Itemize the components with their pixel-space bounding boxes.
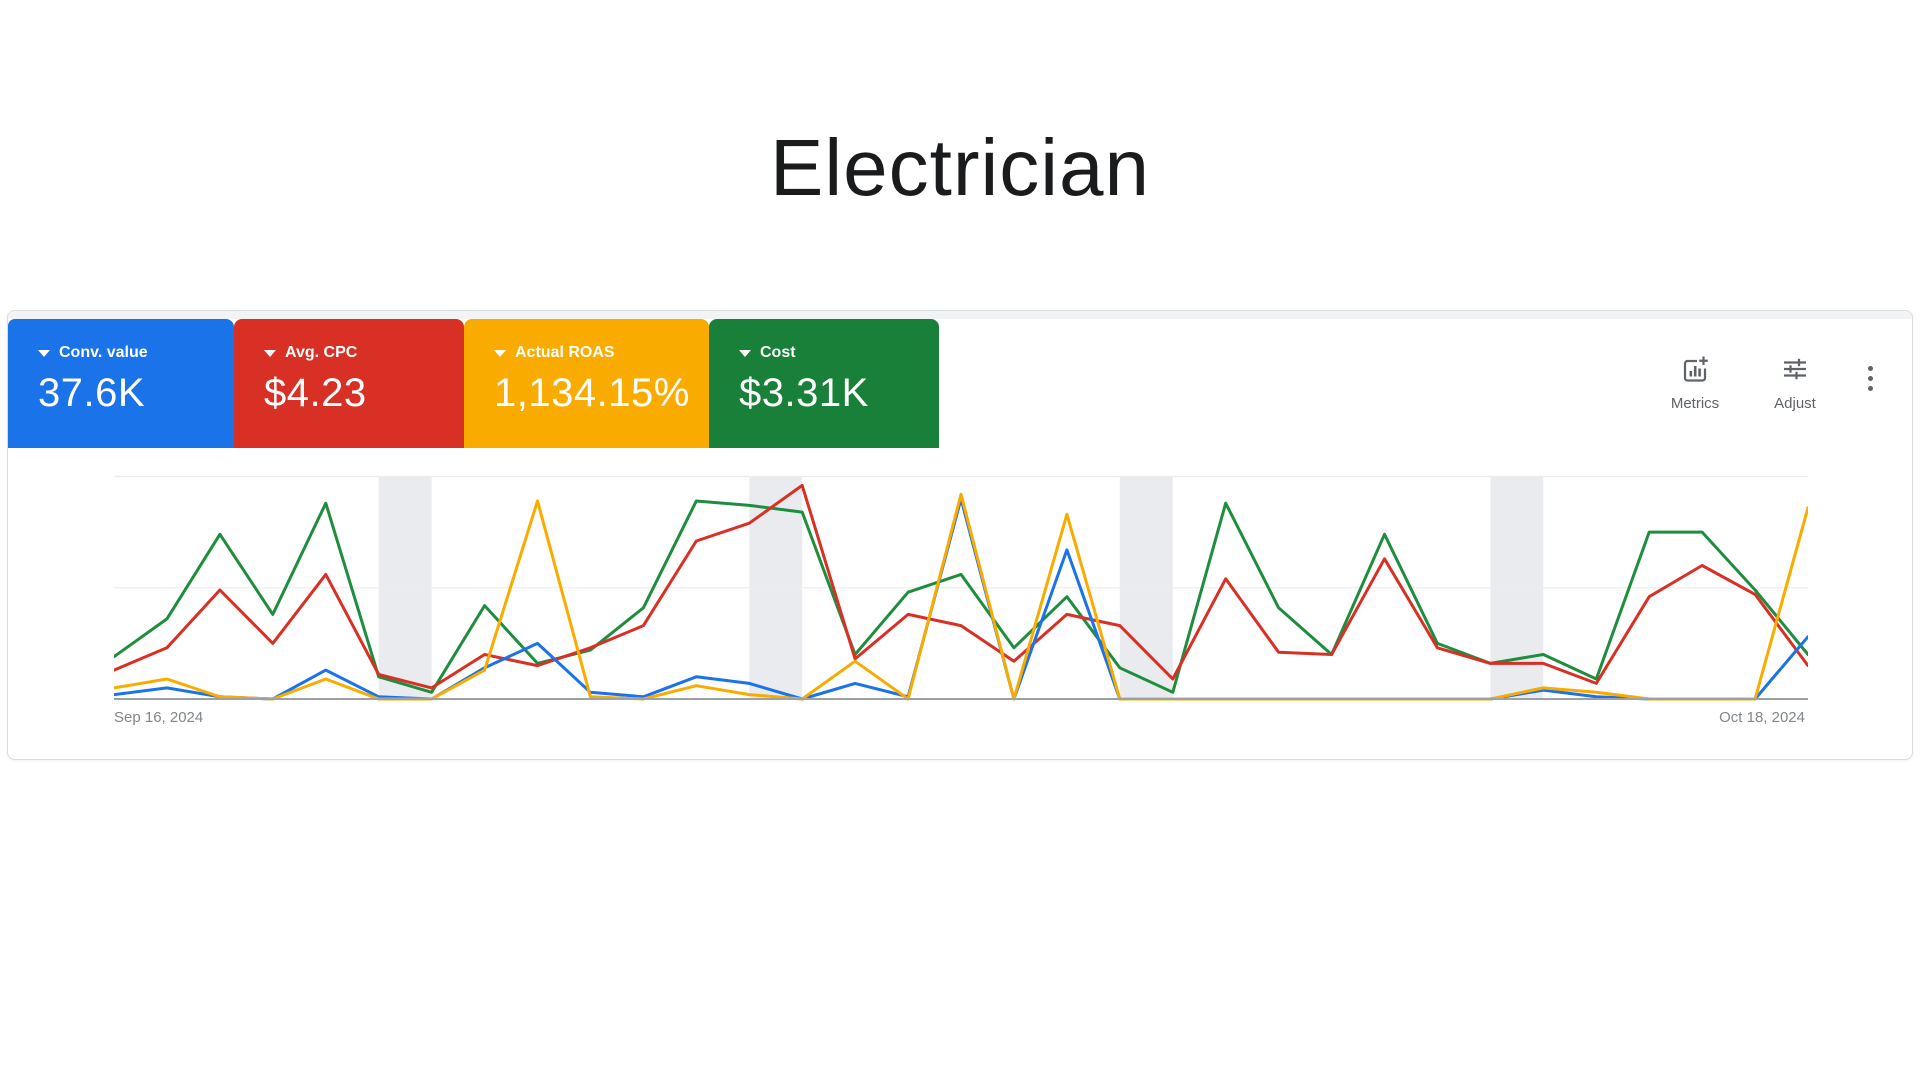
x-axis-start-date: Sep 16, 2024 [114, 709, 204, 726]
metric-chip-value: 37.6K [38, 371, 146, 415]
x-axis-labels: Sep 16, 2024 Oct 18, 2024 [114, 709, 1805, 726]
metric-chip-label: Cost [760, 344, 796, 361]
metric-chip-label: Conv. value [59, 344, 148, 361]
adjust-button-label: Adjust [1774, 395, 1816, 412]
performance-overview-card: Conv. value 37.6K Avg. CPC $4.23 Actual … [7, 310, 1913, 760]
chevron-down-icon [739, 349, 751, 357]
chevron-down-icon [494, 349, 506, 357]
x-axis-end-date: Oct 18, 2024 [1719, 709, 1805, 726]
metrics-button[interactable]: Metrics [1650, 355, 1740, 412]
chevron-down-icon [38, 349, 50, 357]
metric-chip-label: Avg. CPC [285, 344, 358, 361]
metric-chip-avg-cpc[interactable]: Avg. CPC $4.23 [234, 319, 464, 448]
card-toolbar: Metrics Adjust [1650, 355, 1882, 412]
metrics-button-label: Metrics [1670, 395, 1720, 412]
metric-chip-actual-roas[interactable]: Actual ROAS 1,134.15% [464, 319, 709, 448]
more-options-button[interactable] [1858, 361, 1882, 393]
series-line-cost [114, 499, 1808, 694]
sliders-icon [1781, 355, 1809, 386]
page-title: Electrician [769, 123, 1151, 212]
kebab-menu-icon [1867, 365, 1873, 371]
metric-chip-conv-value[interactable]: Conv. value 37.6K [8, 319, 234, 448]
performance-chart[interactable] [114, 467, 1808, 701]
metric-chip-value: $3.31K [739, 371, 869, 415]
chevron-down-icon [264, 349, 276, 357]
card-top-strip [8, 311, 1912, 319]
metric-chip-label: Actual ROAS [515, 344, 615, 361]
add-chart-icon [1681, 355, 1709, 386]
time-series-chart[interactable] [114, 467, 1808, 701]
metric-chip-cost[interactable]: Cost $3.31K [709, 319, 939, 448]
adjust-button[interactable]: Adjust [1750, 355, 1840, 412]
metric-chips-row: Conv. value 37.6K Avg. CPC $4.23 Actual … [8, 319, 939, 448]
series-line-avg-cpc [114, 483, 1808, 690]
metric-chip-value: 1,134.15% [494, 371, 690, 415]
metric-chip-value: $4.23 [264, 371, 367, 415]
